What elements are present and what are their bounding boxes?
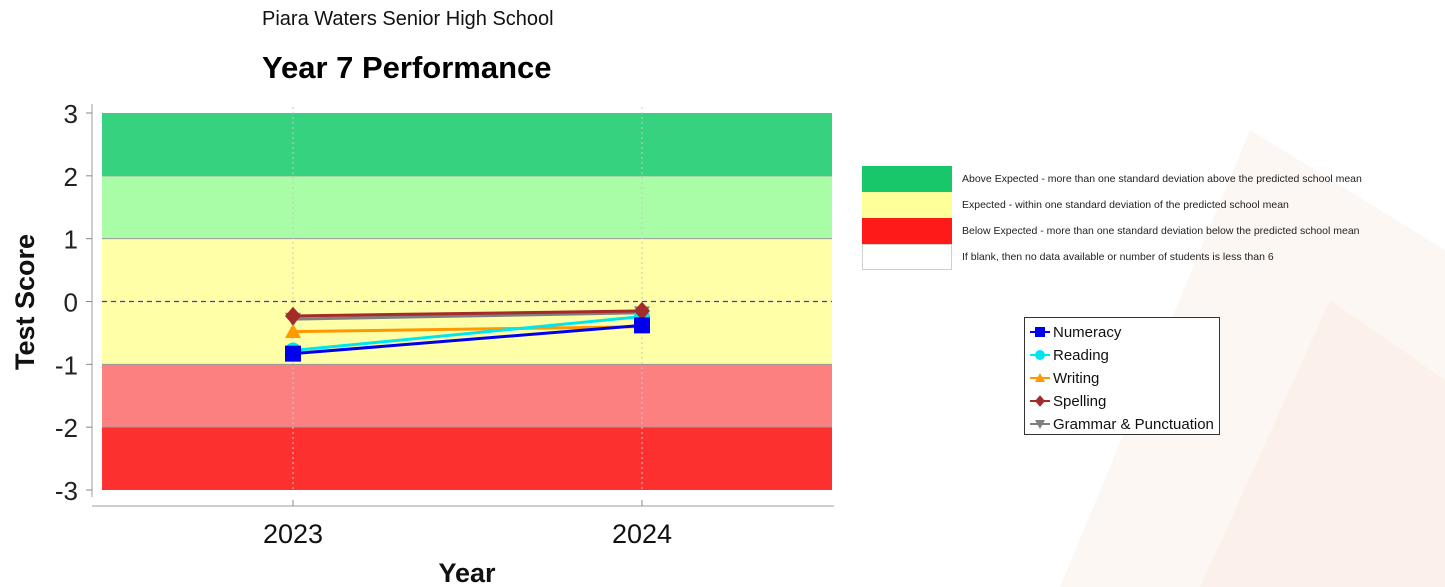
band-legend: Above Expected - more than one standard … xyxy=(862,166,1442,270)
y-tick-label: 3 xyxy=(64,99,78,129)
y-tick-label: 2 xyxy=(64,162,78,192)
band-swatch-blank xyxy=(862,244,952,270)
band-rect xyxy=(102,364,832,428)
legend-marker xyxy=(1035,350,1045,360)
band-swatch-above-expected xyxy=(862,166,952,192)
series-numeracy xyxy=(285,317,650,362)
legend-marker-icon xyxy=(1030,420,1050,429)
y-tick-label: 0 xyxy=(64,288,78,318)
band-legend-label: Expected - within one standard deviation… xyxy=(962,199,1289,211)
data-point xyxy=(285,306,301,326)
school-name: Piara Waters Senior High School xyxy=(262,8,554,30)
series-line xyxy=(292,311,643,321)
band-legend-label: Above Expected - more than one standard … xyxy=(962,173,1362,185)
legend-marker-icon xyxy=(1030,395,1050,407)
legend-marker xyxy=(1035,395,1045,407)
legend-marker-icon xyxy=(1030,373,1050,382)
legend-label: Numeracy xyxy=(1053,324,1122,341)
legend-marker xyxy=(1035,327,1045,337)
data-point xyxy=(285,323,301,339)
series-line xyxy=(292,315,643,353)
band-swatch-expected xyxy=(862,192,952,218)
data-point xyxy=(285,345,301,362)
legend-entry: Grammar & Punctuation xyxy=(1025,414,1219,437)
x-axis-label: Year xyxy=(438,558,496,587)
legend-entry: Reading xyxy=(1025,345,1219,368)
series-spelling xyxy=(285,301,650,326)
legend-marker xyxy=(1035,373,1045,382)
legend-marker xyxy=(1035,420,1045,429)
legend-label: Writing xyxy=(1053,370,1100,387)
series-line xyxy=(292,325,643,334)
band-rect xyxy=(102,175,832,239)
y-axis-label: Test Score xyxy=(10,234,40,370)
band-legend-row: If blank, then no data available or numb… xyxy=(862,244,1442,270)
band-legend-label: If blank, then no data available or numb… xyxy=(962,251,1274,263)
series-line xyxy=(292,323,643,356)
performance-chart: 3 2 1 0 -1 -2 -3 2023 2024 Year Test Score xyxy=(10,99,834,587)
band-rect xyxy=(102,427,832,490)
band-swatch-below-expected xyxy=(862,218,952,244)
y-tick-label: -1 xyxy=(55,350,78,380)
series-legend: Numeracy Reading Writing Spelling Grammar & … xyxy=(1024,317,1220,435)
legend-entry: Writing xyxy=(1025,368,1219,391)
legend-label: Grammar & Punctuation xyxy=(1053,416,1214,433)
data-point xyxy=(634,317,650,334)
series-line xyxy=(292,309,643,318)
x-tick-label: 2023 xyxy=(263,519,323,549)
band-legend-label: Below Expected - more than one standard … xyxy=(962,225,1360,237)
band-rect xyxy=(102,113,832,176)
y-tick-label: -3 xyxy=(55,476,78,506)
band-legend-row: Below Expected - more than one standard … xyxy=(862,218,1442,244)
chart-title: Year 7 Performance xyxy=(262,50,552,85)
x-tick-label: 2024 xyxy=(612,519,672,549)
legend-label: Spelling xyxy=(1053,393,1107,410)
data-point xyxy=(634,301,650,321)
legend-entry: Spelling xyxy=(1025,391,1219,414)
band-legend-row: Above Expected - more than one standard … xyxy=(862,166,1442,192)
band-legend-row: Expected - within one standard deviation… xyxy=(862,192,1442,218)
y-tick-label: 1 xyxy=(64,225,78,255)
legend-marker-icon xyxy=(1030,327,1050,337)
legend-entry: Numeracy xyxy=(1025,322,1219,345)
y-tick-label: -2 xyxy=(55,413,78,443)
legend-marker-icon xyxy=(1030,350,1050,360)
legend-label: Reading xyxy=(1053,347,1109,364)
